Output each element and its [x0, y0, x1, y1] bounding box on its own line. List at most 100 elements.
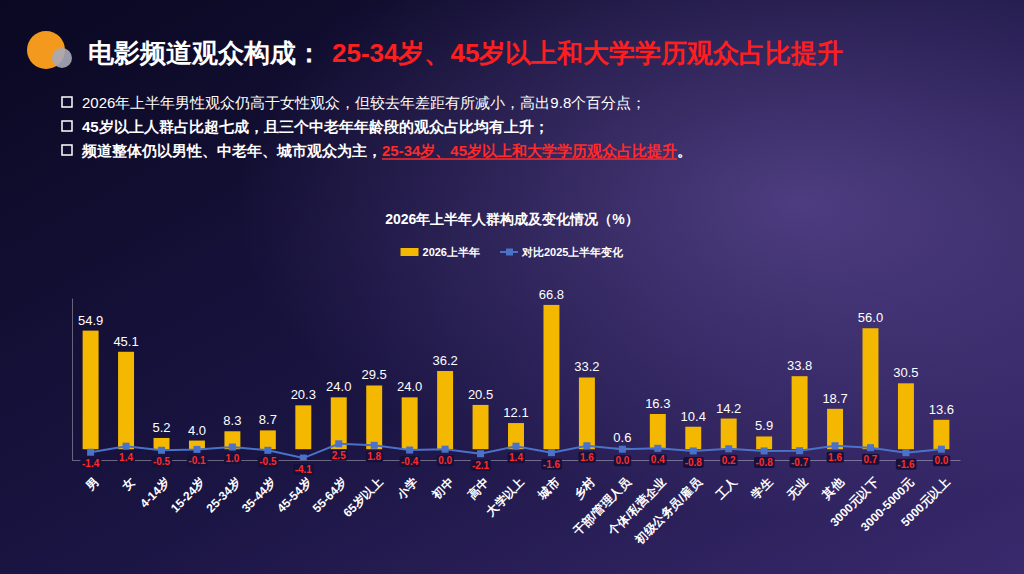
legend-label: 2026上半年 — [423, 246, 480, 258]
line-label: 2.5 — [332, 450, 346, 461]
marker — [796, 447, 803, 454]
bar — [331, 397, 347, 449]
line-label: -0.5 — [259, 456, 277, 467]
x-tick: 城市 — [535, 475, 563, 503]
label-bg — [437, 455, 454, 466]
x-tick: 25-34岁 — [203, 475, 243, 515]
bullet-icon — [62, 145, 72, 155]
y-axis — [72, 299, 73, 461]
bar-label: 36.2 — [432, 353, 457, 368]
line-label: 0.0 — [615, 455, 629, 466]
bar — [685, 427, 701, 449]
marker — [548, 449, 555, 456]
bar-label: 8.3 — [223, 413, 241, 428]
x-tick: 乡村 — [571, 475, 598, 502]
x-tick-label: 工人 — [712, 474, 740, 502]
line-label: -2.1 — [472, 460, 490, 471]
bar-label: 13.6 — [929, 402, 954, 417]
line-label: -0.5 — [153, 456, 171, 467]
bar-label: 16.3 — [645, 396, 670, 411]
label-bg — [224, 453, 241, 464]
bar-label: 5.9 — [755, 418, 773, 433]
x-tick: 无业 — [783, 475, 811, 503]
x-tick-label: 城市 — [535, 475, 563, 503]
marker — [761, 447, 768, 454]
bar-label: 0.6 — [613, 430, 631, 445]
line-label: 1.4 — [119, 452, 133, 463]
marker — [654, 445, 661, 452]
x-tick-label: 65岁以上 — [340, 475, 385, 520]
line-label: -1.4 — [82, 458, 100, 469]
line-label: -0.7 — [791, 457, 809, 468]
line-label: 1.6 — [580, 452, 594, 463]
x-tick-label: 高中 — [465, 475, 492, 502]
label-bg — [118, 452, 135, 463]
data-labels: 54.945.15.24.08.38.720.324.029.524.036.2… — [78, 287, 954, 475]
bar — [295, 405, 311, 449]
bar — [721, 419, 737, 450]
line-label: 0.0 — [438, 455, 452, 466]
label-bg — [541, 459, 562, 470]
bar — [508, 423, 524, 449]
title: 电影频道观众构成： — [88, 38, 322, 68]
line-label: -0.8 — [685, 457, 703, 468]
bar-label: 20.5 — [468, 387, 493, 402]
legend-swatch — [506, 249, 513, 256]
x-tick: 高中 — [465, 475, 492, 502]
marker — [832, 442, 839, 449]
bar-label: 33.8 — [787, 358, 812, 373]
x-tick-label: 大学以上 — [483, 475, 527, 519]
label-bg — [789, 457, 810, 468]
bar — [827, 409, 843, 449]
marker — [193, 446, 200, 453]
legend-label: 对比2025上半年变化 — [521, 246, 624, 258]
line-label: -0.8 — [756, 457, 774, 468]
x-tick: 65岁以上 — [340, 475, 385, 520]
label-bg — [578, 452, 595, 463]
bar-label: 56.0 — [858, 310, 883, 325]
label-bg — [720, 455, 737, 466]
line-label: -1.6 — [543, 459, 561, 470]
marker — [619, 446, 626, 453]
marker — [583, 442, 590, 449]
line-label: 1.6 — [828, 452, 842, 463]
underline — [382, 158, 677, 160]
marker — [938, 446, 945, 453]
marker — [371, 442, 378, 449]
line-label: 0.7 — [864, 454, 878, 465]
bar — [756, 436, 772, 449]
x-tick: 15-24岁 — [168, 475, 208, 515]
line-label: -4.1 — [295, 464, 313, 475]
marker — [725, 445, 732, 452]
bar — [933, 420, 949, 449]
x-tick: 其他 — [819, 474, 847, 502]
label-bg — [614, 455, 631, 466]
plot-marks — [83, 305, 950, 460]
label-bg — [80, 458, 101, 469]
marker — [123, 443, 130, 450]
bar-label: 54.9 — [78, 313, 103, 328]
bullet-icon — [62, 121, 72, 131]
bar-label: 24.0 — [397, 379, 422, 394]
label-bg — [258, 456, 279, 467]
marker — [690, 447, 697, 454]
x-tick: 45-54岁 — [274, 475, 314, 515]
label-bg — [293, 464, 314, 475]
label-bg — [649, 454, 666, 465]
x-tick-label: 5000元以上 — [898, 475, 952, 529]
chart-title: 2026年上半年人群构成及变化情况（%） — [385, 211, 639, 227]
x-tick-label: 男 — [83, 475, 102, 494]
x-tick: 初中 — [429, 475, 457, 503]
x-tick-label: 无业 — [783, 475, 811, 503]
label-bg — [400, 456, 421, 467]
line-label: 0.0 — [934, 455, 948, 466]
label-bg — [896, 459, 917, 470]
marker — [406, 447, 413, 454]
label-bg — [470, 460, 491, 471]
bar — [473, 405, 489, 449]
marker — [335, 440, 342, 447]
background — [0, 0, 1024, 574]
x-tick: 初级公务员/雇员 — [632, 474, 705, 547]
bullet-highlight: 25-34岁、45岁以上和大学学历观众占比提升 — [382, 142, 677, 159]
bar-label: 14.2 — [716, 401, 741, 416]
